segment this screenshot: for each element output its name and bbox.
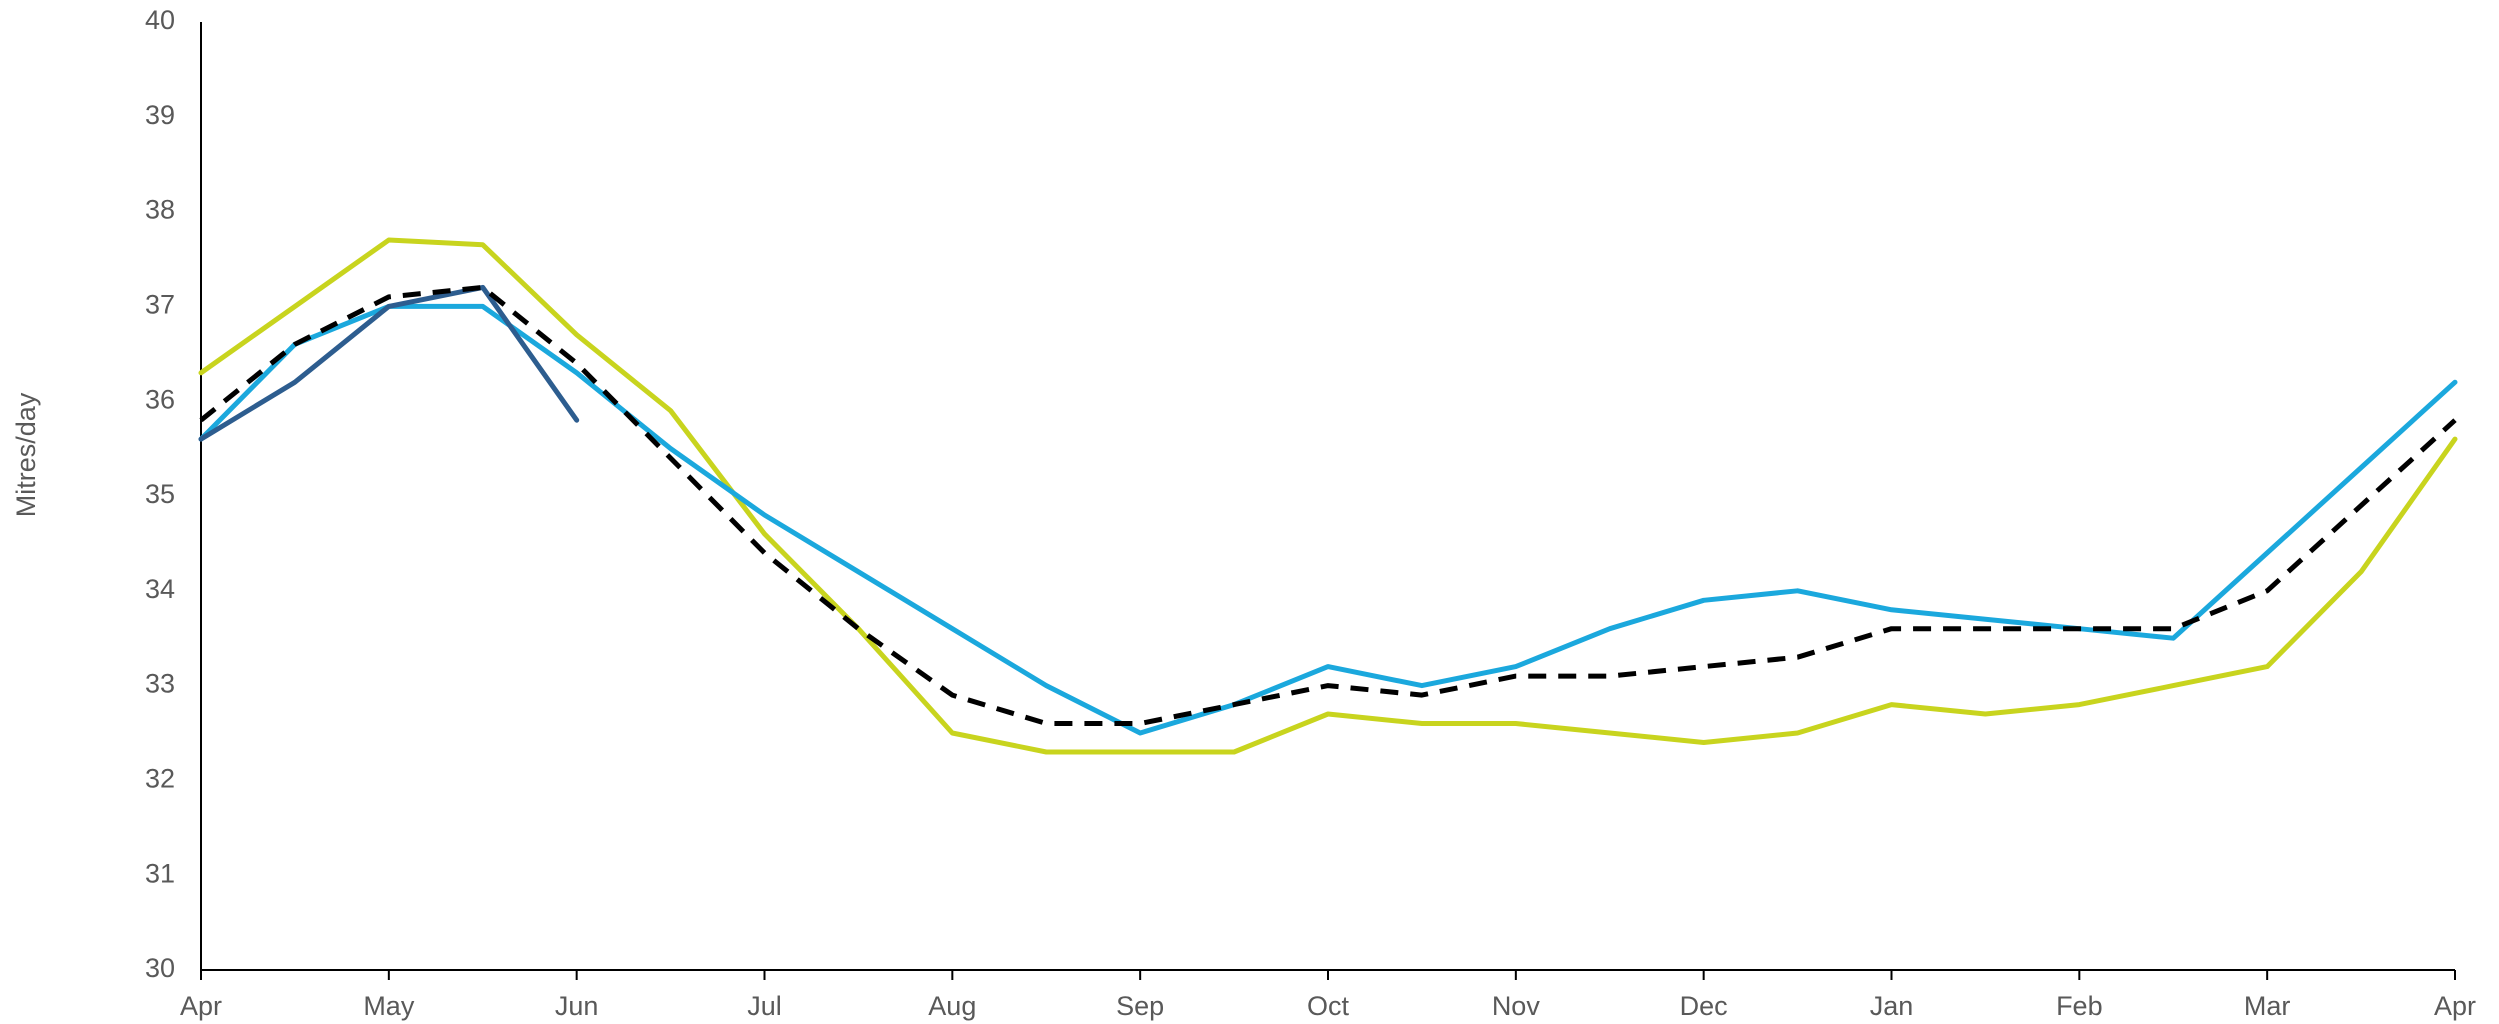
y-axis-label: Mitres/day bbox=[11, 392, 41, 517]
x-tick-label: Jan bbox=[1870, 991, 1914, 1021]
x-tick-label: Apr bbox=[180, 991, 222, 1021]
y-tick-label: 32 bbox=[145, 764, 175, 794]
x-tick-label: Dec bbox=[1680, 991, 1728, 1021]
y-tick-label: 36 bbox=[145, 384, 175, 414]
y-tick-label: 35 bbox=[145, 479, 175, 509]
x-tick-label: May bbox=[363, 991, 415, 1021]
x-tick-label: Mar bbox=[2244, 991, 2291, 1021]
y-tick-label: 40 bbox=[145, 5, 175, 35]
y-tick-label: 38 bbox=[145, 195, 175, 225]
y-tick-label: 37 bbox=[145, 290, 175, 320]
series-line bbox=[198, 237, 2458, 755]
x-tick-label: Aug bbox=[928, 991, 976, 1021]
x-tick-label: Oct bbox=[1307, 991, 1350, 1021]
x-tick-label: Sep bbox=[1116, 991, 1164, 1021]
series-line bbox=[198, 284, 580, 442]
y-tick-label: 39 bbox=[145, 100, 175, 130]
y-tick-label: 34 bbox=[145, 574, 175, 604]
x-tick-label: Feb bbox=[2056, 991, 2103, 1021]
y-tick-label: 30 bbox=[145, 953, 175, 983]
x-tick-label: Jun bbox=[555, 991, 599, 1021]
x-tick-label: Apr bbox=[2434, 991, 2476, 1021]
y-tick-label: 31 bbox=[145, 858, 175, 888]
series-line bbox=[199, 284, 2457, 726]
x-tick-label: Jul bbox=[747, 991, 782, 1021]
x-tick-label: Nov bbox=[1492, 991, 1541, 1021]
y-tick-label: 33 bbox=[145, 669, 175, 699]
